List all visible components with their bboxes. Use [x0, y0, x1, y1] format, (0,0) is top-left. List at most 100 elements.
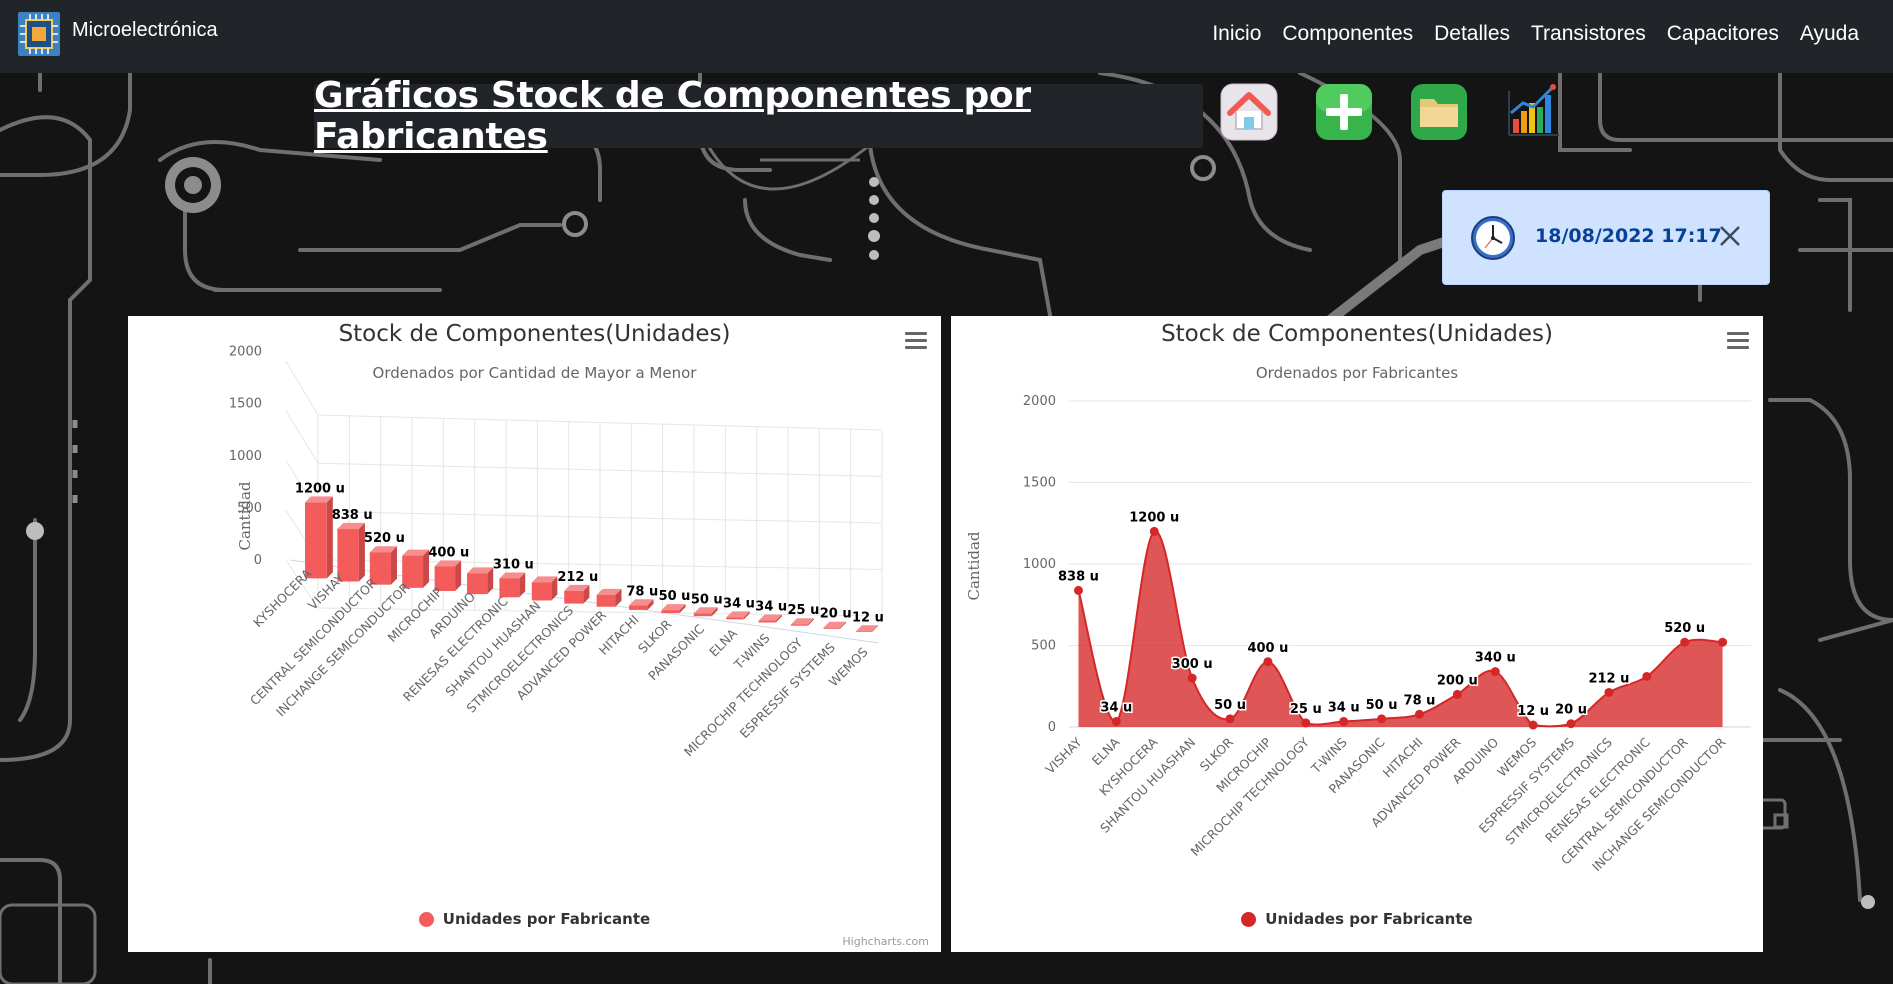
data-label: 12 u — [1517, 704, 1549, 719]
bar-top — [629, 599, 654, 606]
data-point — [1604, 687, 1614, 697]
y-tick-label: 500 — [237, 501, 262, 516]
bar-top — [467, 567, 494, 574]
y-axis-title: Cantidad — [236, 481, 254, 550]
bar — [531, 582, 552, 601]
y-tick-label: 1500 — [229, 397, 262, 412]
data-point — [1414, 709, 1424, 719]
bar-top — [434, 560, 462, 567]
data-point — [1718, 637, 1728, 647]
data-point — [1528, 720, 1538, 730]
x-tick-label: VISHAY — [1042, 734, 1085, 777]
bar — [596, 594, 616, 607]
data-label: 340 u — [1475, 651, 1516, 666]
data-label: 78 u — [626, 584, 658, 599]
bar-side — [872, 625, 879, 632]
bar-side — [615, 588, 622, 607]
close-icon[interactable] — [1717, 223, 1743, 249]
page-title: Gráficos Stock de Componentes por Fabric… — [314, 75, 1031, 157]
data-label: 25 u — [788, 603, 820, 618]
chart-subtitle: Ordenados por Fabricantes — [1255, 364, 1459, 382]
y-tick-label: 1500 — [1023, 476, 1056, 491]
bar — [402, 555, 424, 588]
bar-side — [326, 496, 333, 579]
bar-side — [519, 572, 526, 598]
data-point — [1680, 637, 1690, 647]
bar — [337, 528, 359, 582]
data-label: 50 u — [1366, 698, 1398, 713]
bar — [726, 617, 744, 620]
chart-legend[interactable]: Unidades por Fabricante — [128, 910, 941, 928]
credits-link[interactable]: Highcharts.com — [842, 935, 929, 948]
data-point — [1642, 671, 1652, 681]
data-label: 400 u — [1247, 641, 1288, 656]
nav-link-capacitores[interactable]: Capacitores — [1666, 22, 1779, 45]
bar-side — [647, 599, 654, 610]
bar-top — [823, 621, 846, 628]
chart-card-cantidad: 0 500 1000 1500 2000 Cantidad 1200 u KYSHOCERA 8… — [128, 316, 941, 952]
bar — [369, 552, 391, 585]
legend-label: Unidades por Fabricante — [1265, 910, 1473, 928]
data-label: 25 u — [1290, 702, 1322, 717]
data-label: 300 u — [1172, 657, 1213, 672]
bar-side — [583, 584, 590, 604]
data-point — [1149, 526, 1159, 536]
brand-name[interactable]: Microelectrónica — [72, 19, 218, 41]
bar-side — [551, 576, 558, 601]
y-tick-label: 0 — [1048, 720, 1056, 735]
nav-link-componentes[interactable]: Componentes — [1282, 22, 1414, 45]
bar-side — [390, 546, 397, 585]
data-label: 400 u — [428, 545, 469, 560]
navbar: Microelectrónica Inicio Componentes Deta… — [0, 0, 1893, 73]
y-tick-label: 1000 — [1023, 557, 1056, 572]
data-label: 78 u — [1404, 693, 1436, 708]
chart-plot: 0 500 1000 1500 2000 Cantidad 838 u VISHAY 34 u E… — [965, 394, 1751, 874]
folder-icon[interactable] — [1410, 83, 1468, 141]
data-point — [1225, 714, 1235, 724]
y-tick-label: 2000 — [1023, 394, 1056, 409]
nav-link-transistores[interactable]: Transistores — [1531, 22, 1646, 45]
nav-link-detalles[interactable]: Detalles — [1434, 22, 1510, 45]
data-label: 520 u — [1664, 621, 1705, 636]
chip-logo-icon[interactable] — [18, 12, 60, 56]
data-point — [1111, 716, 1121, 726]
bar-top — [855, 625, 879, 632]
bar-top — [531, 576, 558, 583]
nav-link-inicio[interactable]: Inicio — [1212, 22, 1262, 45]
bar-side — [423, 549, 430, 588]
y-tick-label: 1000 — [229, 449, 262, 464]
data-label: 1200 u — [1129, 510, 1179, 525]
bar — [758, 620, 776, 623]
data-label: 212 u — [557, 570, 598, 585]
bar — [791, 624, 808, 626]
data-label: 200 u — [1437, 673, 1478, 688]
data-label: 34 u — [755, 600, 787, 615]
bar-top — [499, 572, 526, 579]
chart-menu-button[interactable] — [1727, 332, 1749, 352]
data-point — [1566, 719, 1576, 729]
x-tick-label: ELNA — [1089, 734, 1123, 768]
data-label: 50 u — [659, 589, 691, 604]
bar — [564, 590, 584, 604]
data-label: 20 u — [820, 607, 852, 622]
bar-top — [305, 496, 333, 503]
home-icon[interactable] — [1220, 83, 1278, 141]
chart-legend[interactable]: Unidades por Fabricante — [951, 910, 1763, 928]
add-icon[interactable] — [1315, 83, 1373, 141]
y-axis-title: Cantidad — [965, 531, 983, 600]
bar-top — [661, 604, 686, 611]
nav-link-ayuda[interactable]: Ayuda — [1799, 22, 1859, 45]
x-tick-label: KYSHOCERA — [250, 566, 315, 631]
chart-menu-button[interactable] — [905, 332, 927, 352]
chart-card-fabricantes: 0 500 1000 1500 2000 Cantidad 838 u VISHAY 34 u E… — [951, 316, 1763, 952]
chart-icon[interactable] — [1505, 83, 1563, 141]
bar — [305, 502, 327, 579]
data-point — [1187, 673, 1197, 683]
chart-title: Stock de Componentes(Unidades) — [338, 321, 731, 347]
bar-side — [807, 618, 814, 626]
bar — [467, 573, 488, 595]
datetime-alert: 18/08/2022 17:17 — [1442, 190, 1770, 285]
bar-side — [711, 607, 718, 617]
y-tick-label: 2000 — [229, 345, 262, 360]
chart-plot: 0 500 1000 1500 2000 Cantidad 1200 u KYSHOCERA 8… — [229, 345, 884, 760]
